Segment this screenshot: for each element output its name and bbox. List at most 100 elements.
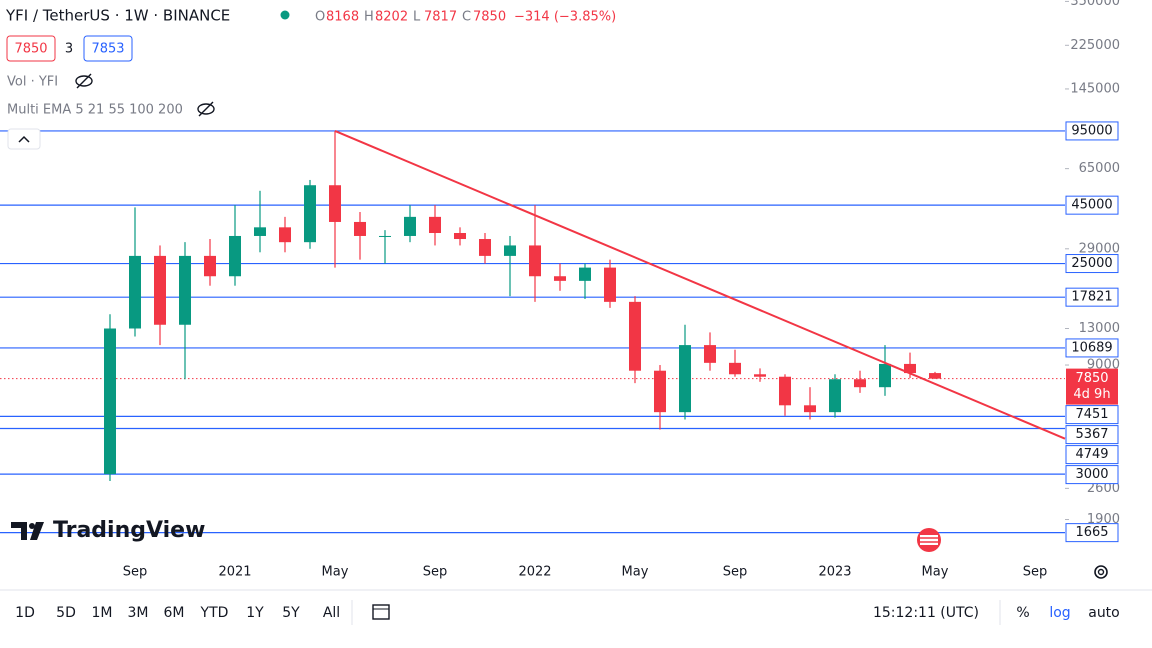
x-tick-label: Sep	[1023, 565, 1048, 580]
range-button[interactable]: 1M	[92, 605, 113, 621]
symbol-title[interactable]: YFI / TetherUS · 1W · BINANCE	[5, 7, 230, 25]
ohlc-legend: O 8168 H 8202 L 7817 C 7850	[315, 10, 506, 25]
candle-body	[304, 185, 316, 243]
range-button[interactable]: All	[323, 605, 340, 621]
level-label: 25000	[1071, 256, 1112, 271]
market-status	[280, 10, 290, 20]
candle-body	[479, 239, 491, 256]
candle-body	[754, 374, 766, 377]
candle-body	[279, 227, 291, 243]
x-tick-label: May	[922, 565, 949, 580]
level-label: 7451	[1075, 407, 1108, 422]
ohlc-label: C	[462, 10, 471, 25]
scale-option[interactable]: log	[1049, 605, 1070, 621]
level-box	[1065, 195, 1119, 215]
ask-box[interactable]	[83, 35, 133, 62]
level-label: 45000	[1071, 198, 1112, 213]
range-button[interactable]: YTD	[200, 605, 229, 621]
candle-body	[579, 267, 591, 281]
candle-body	[129, 255, 141, 329]
y-tick-label: 145000	[1070, 81, 1120, 96]
clock: 15:12:11 (UTC)	[873, 605, 979, 621]
level-label: 4749	[1075, 447, 1108, 462]
range-button[interactable]: 1D	[15, 605, 35, 621]
collapse-button[interactable]	[7, 128, 41, 150]
candle-body	[529, 245, 541, 277]
level-label: 3000	[1075, 467, 1108, 482]
candle-body	[879, 363, 891, 388]
candle-body	[504, 245, 516, 256]
range-button[interactable]: 3M	[128, 605, 149, 621]
x-tick-label: Sep	[423, 565, 448, 580]
candle-body	[629, 301, 641, 371]
spread: 3	[65, 42, 73, 57]
candle-body	[454, 233, 466, 240]
x-tick-label: Sep	[123, 565, 148, 580]
hide-icon[interactable]	[197, 101, 215, 117]
level-box	[1065, 254, 1119, 274]
level-box	[1065, 338, 1119, 358]
y-tick-label: 29000	[1079, 241, 1120, 256]
indicator-label[interactable]: Multi EMA 5 21 55 100 200	[7, 103, 183, 118]
logo-icon	[11, 522, 44, 540]
ohlc-value: 8202	[375, 10, 408, 25]
settings-button[interactable]	[1094, 565, 1108, 579]
level-box	[1065, 287, 1119, 307]
x-tick-label: 2023	[818, 565, 851, 580]
level-box	[1065, 425, 1119, 445]
y-tick-label: 350000	[1070, 0, 1120, 9]
hide-icon[interactable]	[75, 73, 93, 89]
bid-box[interactable]	[6, 35, 56, 62]
candle-body	[854, 379, 866, 388]
scale-option[interactable]: auto	[1088, 605, 1120, 621]
collapse-icon	[18, 135, 30, 143]
last-price-box	[1066, 368, 1118, 405]
candle-body	[704, 345, 716, 363]
range-button[interactable]: 1Y	[246, 605, 264, 621]
candle-body	[654, 370, 666, 413]
candle-body	[729, 362, 741, 375]
ohlc-label: H	[364, 10, 374, 25]
candle-body	[179, 255, 191, 325]
candle-body	[779, 376, 791, 406]
candle-body	[679, 345, 691, 413]
candle-body	[554, 276, 566, 281]
last-price-label: 7850	[1075, 371, 1108, 386]
range-button[interactable]: 5Y	[282, 605, 300, 621]
range-button[interactable]: 5D	[56, 605, 76, 621]
y-tick-label: 13000	[1079, 321, 1120, 336]
candle-body	[254, 227, 266, 236]
range-button[interactable]: 6M	[164, 605, 185, 621]
ohlc-value: 7817	[424, 10, 457, 25]
plot-area: 3500002250001450006500029000130009000260…	[0, 0, 1120, 580]
candle-body	[929, 373, 941, 379]
y-tick-label: 65000	[1079, 161, 1120, 176]
trendline	[334, 130, 1066, 440]
scale-option[interactable]: %	[1016, 605, 1029, 621]
x-tick-label: 2021	[218, 565, 251, 580]
x-tick-label: May	[622, 565, 649, 580]
x-tick-label: Sep	[723, 565, 748, 580]
logo: TradingView	[53, 518, 205, 543]
candle-body	[354, 221, 366, 236]
level-box	[1065, 523, 1119, 543]
candle-body	[604, 267, 616, 302]
x-tick-label: 2022	[518, 565, 551, 580]
change: −314 (−3.85%)	[514, 10, 616, 25]
bottom-toolbar: 1D 5D 1M 3M 6M YTD 1Y 5Y All% log auto	[15, 605, 1120, 621]
y-tick-label: 225000	[1070, 38, 1120, 53]
level-label: 5367	[1075, 427, 1108, 442]
candle-body	[429, 216, 441, 234]
event-flag[interactable]	[917, 528, 941, 552]
candle-body	[904, 363, 916, 374]
candle-body	[104, 328, 116, 475]
indicator-label[interactable]: Vol · YFI	[7, 75, 58, 90]
level-box	[1065, 465, 1119, 485]
date-range-button[interactable]	[372, 604, 390, 620]
candle-body	[204, 255, 216, 277]
bid: 7850	[14, 42, 47, 57]
level-label: 17821	[1071, 290, 1112, 305]
ohlc-label: O	[315, 10, 325, 25]
